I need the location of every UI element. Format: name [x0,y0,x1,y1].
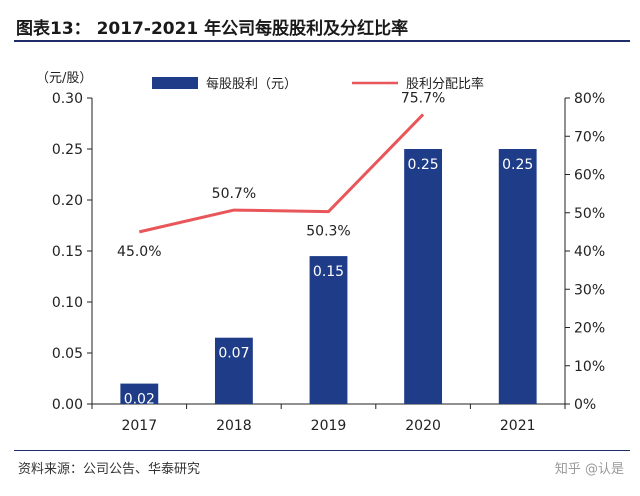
x-axis-tick-label: 2018 [216,418,252,434]
x-axis-tick-label: 2021 [500,418,536,434]
title-rule [14,40,630,42]
chart-area: （元/股） 每股股利（元） 股利分配比率 0.00 0.05 0.10 0.15 0.2… [36,71,605,434]
left-axis-tick-label: 0.30 [52,91,83,107]
right-axis-tick-label: 70% [574,129,605,145]
footer-rule [14,450,630,451]
bar [214,337,253,404]
chart-title: 图表13： 2017-2021 年公司每股股利及分红比率 [16,19,409,39]
line-data-label: 50.3% [306,224,350,240]
right-axis-tick-label: 60% [574,168,605,184]
x-axis-tick-label: 2020 [405,418,441,434]
left-axis-tick-label: 0.10 [52,295,83,311]
bar [309,256,348,404]
line-series: 45.0% 50.7% 50.3% 75.7% [117,90,445,259]
right-axis-tick-label: 50% [574,206,605,222]
legend-bar-swatch [152,77,198,89]
bar-data-label: 0.15 [313,264,344,280]
right-axis-tick-label: 40% [574,244,605,260]
payout-ratio-line [138,113,425,234]
right-axis-tick-label: 80% [574,91,605,107]
axes: 0.00 0.05 0.10 0.15 0.20 0.25 0.30 0% 10% 20% 30% 4… [52,91,605,434]
legend: 每股股利（元） 股利分配比率 [152,76,484,92]
bar-data-label: 0.25 [408,157,439,173]
line-data-label: 45.0% [117,244,161,260]
line-data-label: 75.7% [401,90,445,106]
bar-series: 0.02 0.07 0.15 0.25 0.25 [120,149,537,408]
left-axis-unit-label: （元/股） [36,71,92,86]
left-axis-tick-label: 0.15 [52,244,83,260]
x-axis-tick-label: 2017 [121,418,157,434]
bar [498,149,537,404]
bar [404,149,443,404]
source-note: 资料来源：公司公告、华泰研究 [18,462,201,477]
left-axis-tick-label: 0.25 [52,142,83,158]
legend-bar-label: 每股股利（元） [206,76,297,92]
left-axis-tick-label: 0.05 [52,346,83,362]
left-axis-tick-label: 0.20 [52,193,83,209]
bar-data-label: 0.02 [124,392,155,408]
right-axis-tick-label: 0% [574,397,596,413]
bar-data-label: 0.07 [218,346,249,362]
legend-line-label: 股利分配比率 [406,76,484,92]
right-axis-tick-label: 20% [574,321,605,337]
right-axis-tick-label: 10% [574,359,605,375]
line-data-label: 50.7% [212,186,256,202]
x-axis-tick-label: 2019 [311,418,347,434]
bar-data-label: 0.25 [502,157,533,173]
left-axis-tick-label: 0.00 [52,397,83,413]
watermark: 知乎 @认是 [554,462,624,477]
right-axis-tick-label: 30% [574,282,605,298]
bar [120,383,159,404]
